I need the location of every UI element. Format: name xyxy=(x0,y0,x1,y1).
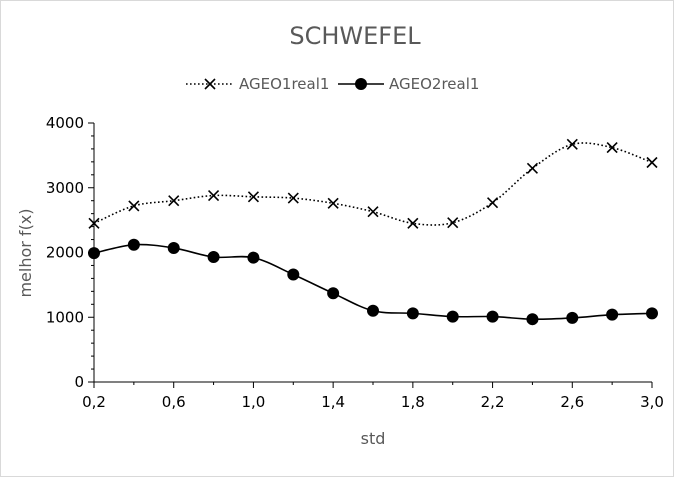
legend-swatch-marker xyxy=(204,78,216,90)
data-point xyxy=(207,251,220,264)
chart-title: SCHWEFEL xyxy=(289,22,421,50)
series-ageo2real1 xyxy=(88,238,658,326)
data-point xyxy=(566,138,578,150)
data-point xyxy=(247,191,259,203)
data-point xyxy=(287,268,300,281)
legend-item: AGEO2real1 xyxy=(338,75,479,93)
data-point xyxy=(446,310,459,323)
legend-label: AGEO1real1 xyxy=(239,75,329,93)
data-point xyxy=(88,217,100,229)
data-point xyxy=(447,217,459,229)
x-tick-label: 1,0 xyxy=(241,393,265,411)
y-tick-label: 3000 xyxy=(46,179,84,197)
series-ageo1real1 xyxy=(88,138,658,229)
data-point xyxy=(406,307,419,320)
axes: 0 1000 2000 3000 4000 0,2 0,6 1,0 1,4 1,8 2,2 2,6 3,… xyxy=(46,114,664,411)
series-layer xyxy=(88,138,658,326)
data-point xyxy=(88,247,100,260)
data-point xyxy=(127,238,140,251)
data-point xyxy=(646,307,658,320)
data-point xyxy=(367,304,379,317)
data-point xyxy=(606,308,619,321)
y-axis-label: melhor f(x) xyxy=(16,208,35,297)
x-tick-label: 1,4 xyxy=(321,393,345,411)
data-point xyxy=(566,311,579,324)
data-point xyxy=(487,197,499,209)
y-tick-label: 2000 xyxy=(46,244,84,262)
data-point xyxy=(646,156,658,169)
data-point xyxy=(247,251,260,264)
data-point xyxy=(606,142,618,154)
data-point xyxy=(168,195,180,207)
x-tick-label: 2,6 xyxy=(560,393,584,411)
x-tick-label: 0,2 xyxy=(82,393,106,411)
data-point xyxy=(526,313,539,326)
data-point xyxy=(486,310,499,323)
data-point xyxy=(327,287,340,300)
y-tick-label: 1000 xyxy=(46,308,84,326)
legend: AGEO1real1 AGEO2real1 xyxy=(186,75,479,93)
data-point xyxy=(327,197,339,209)
legend-label: AGEO2real1 xyxy=(389,75,479,93)
y-tick-label: 0 xyxy=(74,373,84,391)
x-tick-label: 3,0 xyxy=(640,393,664,411)
x-tick-label: 1,8 xyxy=(401,393,425,411)
data-point xyxy=(208,189,220,202)
y-tick-label: 4000 xyxy=(46,114,84,132)
data-point xyxy=(128,200,140,212)
data-point xyxy=(287,192,299,204)
x-axis-label: std xyxy=(361,429,386,448)
legend-swatch-marker xyxy=(355,78,367,90)
legend-item: AGEO1real1 xyxy=(186,75,329,93)
x-tick-label: 0,6 xyxy=(162,393,186,411)
data-point xyxy=(526,162,538,174)
data-point xyxy=(167,241,180,254)
data-point xyxy=(407,217,419,229)
x-tick-label: 2,2 xyxy=(481,393,505,411)
data-point xyxy=(367,206,379,218)
